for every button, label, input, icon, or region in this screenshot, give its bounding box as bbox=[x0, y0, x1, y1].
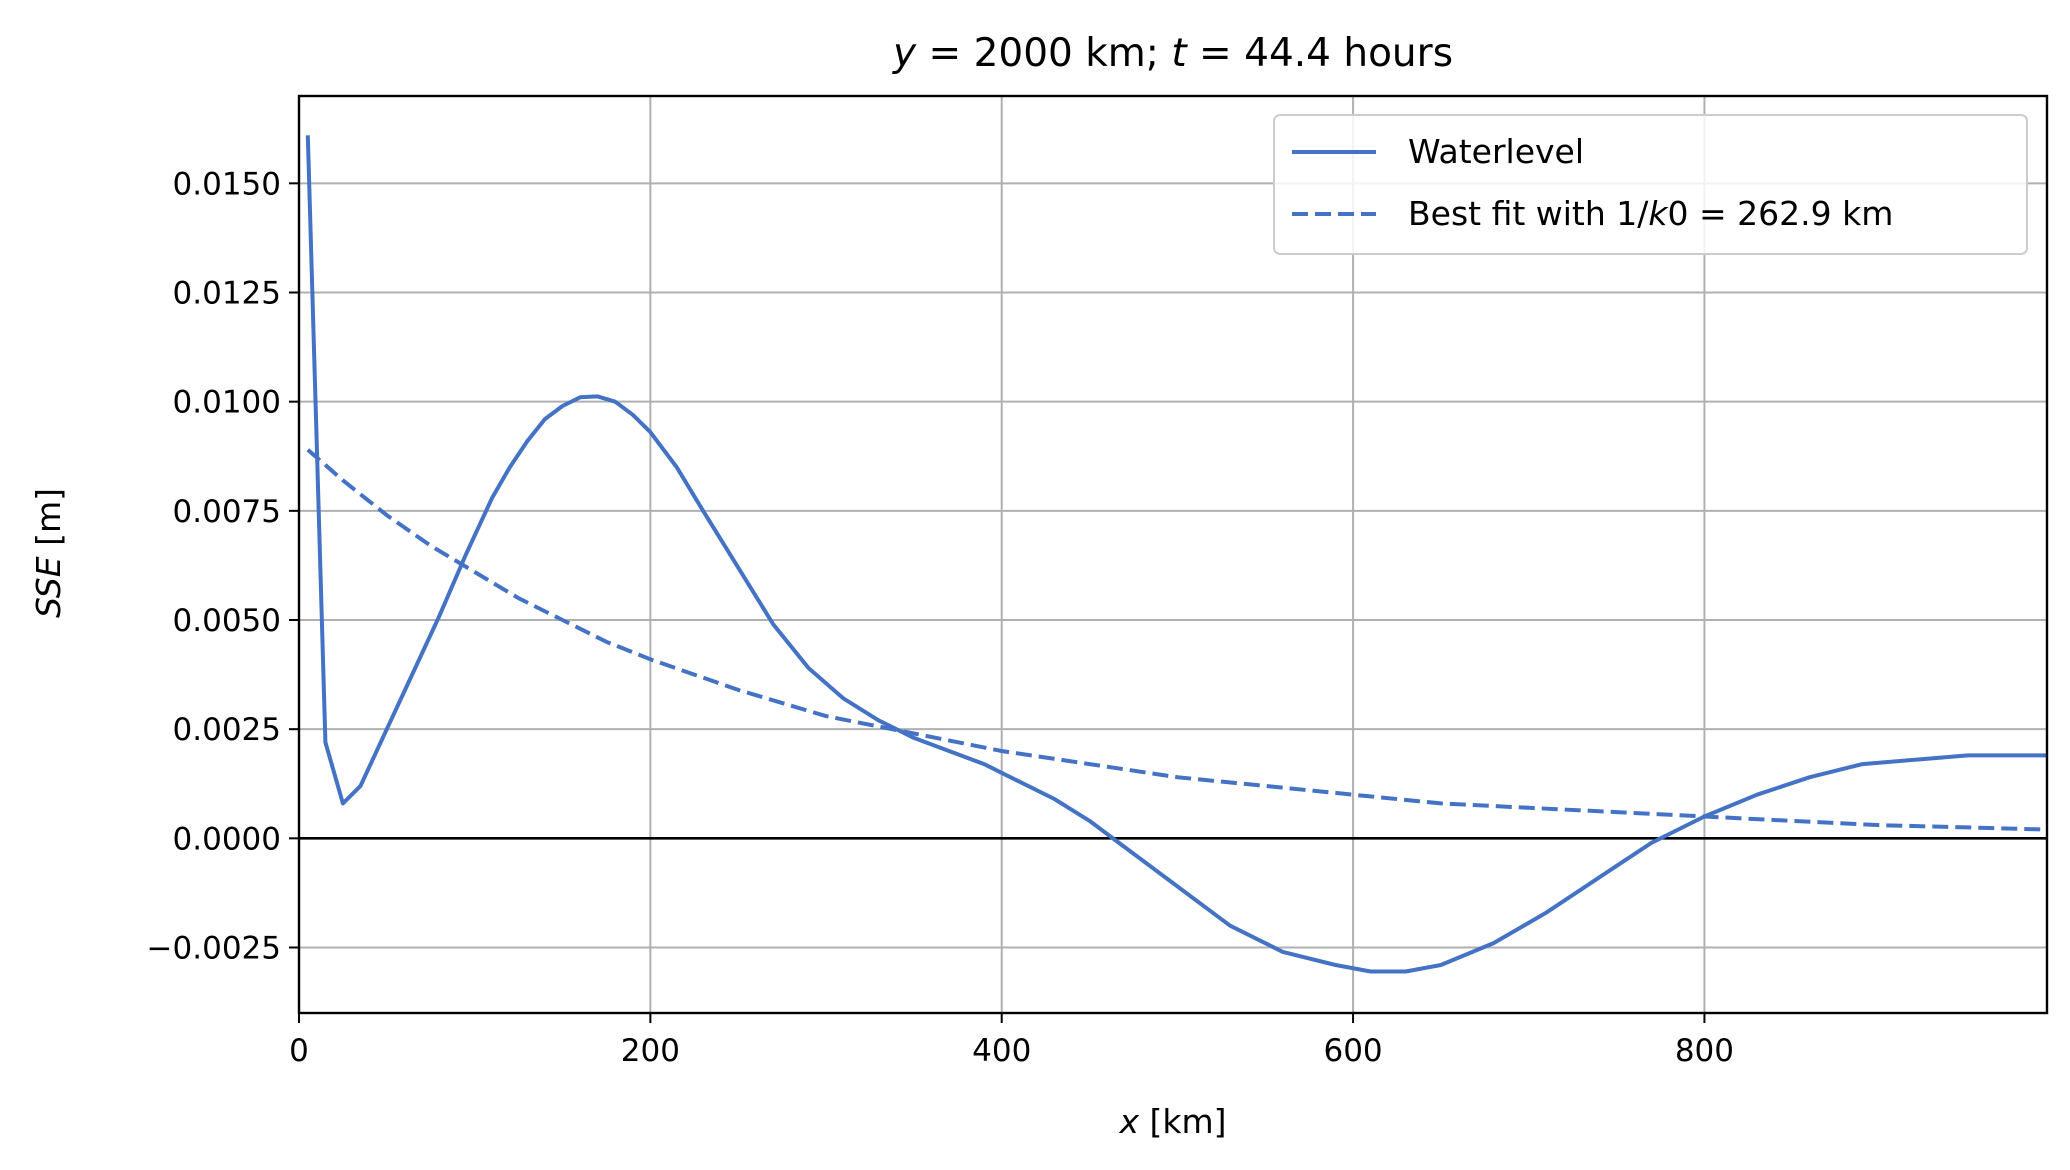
y-axis-gap bbox=[29, 546, 68, 557]
y-tick-label-4: 0.0075 bbox=[173, 494, 281, 530]
y-tick-label-5: 0.0100 bbox=[173, 385, 281, 421]
title-t-var: t bbox=[1171, 31, 1188, 76]
x-tick-label-0: 0 bbox=[289, 1033, 309, 1069]
plot-frame bbox=[297, 94, 2049, 1015]
legend-label-waterlevel: Waterlevel bbox=[1408, 132, 1584, 171]
legend: Waterlevel Best fit with 1/k0 = 262.9 km bbox=[1273, 114, 2028, 255]
title-eq-1: = bbox=[916, 31, 973, 76]
y-tick-label-0: −0.0025 bbox=[147, 931, 281, 967]
x-tick-label-1: 200 bbox=[621, 1033, 680, 1069]
y-tick-label-6: 0.0125 bbox=[173, 276, 281, 312]
x-tick-label-3: 600 bbox=[1323, 1033, 1382, 1069]
y-axis: −0.0025 0.0000 0.0025 0.0050 0.0075 0.0100 0.0… bbox=[147, 166, 299, 967]
legend-label-best-fit: Best fit with 1/k0 = 262.9 km bbox=[1408, 194, 1893, 233]
title-t-value: 44.4 hours bbox=[1244, 31, 1453, 76]
title-y-value: 2000 km bbox=[974, 31, 1146, 76]
legend-best-fit-ratio: 1/ bbox=[1616, 194, 1649, 233]
x-axis-unit: [km] bbox=[1150, 1102, 1227, 1141]
x-axis-var: x bbox=[1118, 1102, 1139, 1141]
y-axis-var: SSE bbox=[29, 556, 68, 618]
title-y-var: y bbox=[892, 31, 917, 76]
legend-box bbox=[1273, 114, 2028, 255]
title-eq-2: = bbox=[1187, 31, 1244, 76]
x-axis-label: x [km] bbox=[1118, 1102, 1226, 1141]
chart-title: y = 2000 km; t = 44.4 hours bbox=[892, 31, 1453, 76]
series-line-best-fit bbox=[306, 448, 2048, 832]
x-axis: 0 200 400 600 800 bbox=[289, 1013, 1734, 1069]
y-axis-unit: [m] bbox=[29, 488, 68, 546]
y-tick-label-2: 0.0025 bbox=[173, 712, 281, 748]
title-sep: ; bbox=[1146, 31, 1172, 76]
x-axis-gap bbox=[1139, 1102, 1150, 1141]
y-tick-label-3: 0.0050 bbox=[173, 603, 281, 639]
legend-best-fit-rest: 0 = 262.9 km bbox=[1668, 194, 1894, 233]
series-layer bbox=[305, 135, 2048, 974]
x-tick-label-4: 800 bbox=[1675, 1033, 1734, 1069]
legend-best-fit-prefix: Best fit with bbox=[1408, 194, 1616, 233]
legend-best-fit-var: k bbox=[1648, 194, 1669, 233]
x-tick-label-2: 400 bbox=[972, 1033, 1031, 1069]
y-tick-label-1: 0.0000 bbox=[173, 821, 281, 857]
y-axis-label: SSE [m] bbox=[29, 488, 68, 618]
y-tick-label-7: 0.0150 bbox=[173, 166, 281, 202]
